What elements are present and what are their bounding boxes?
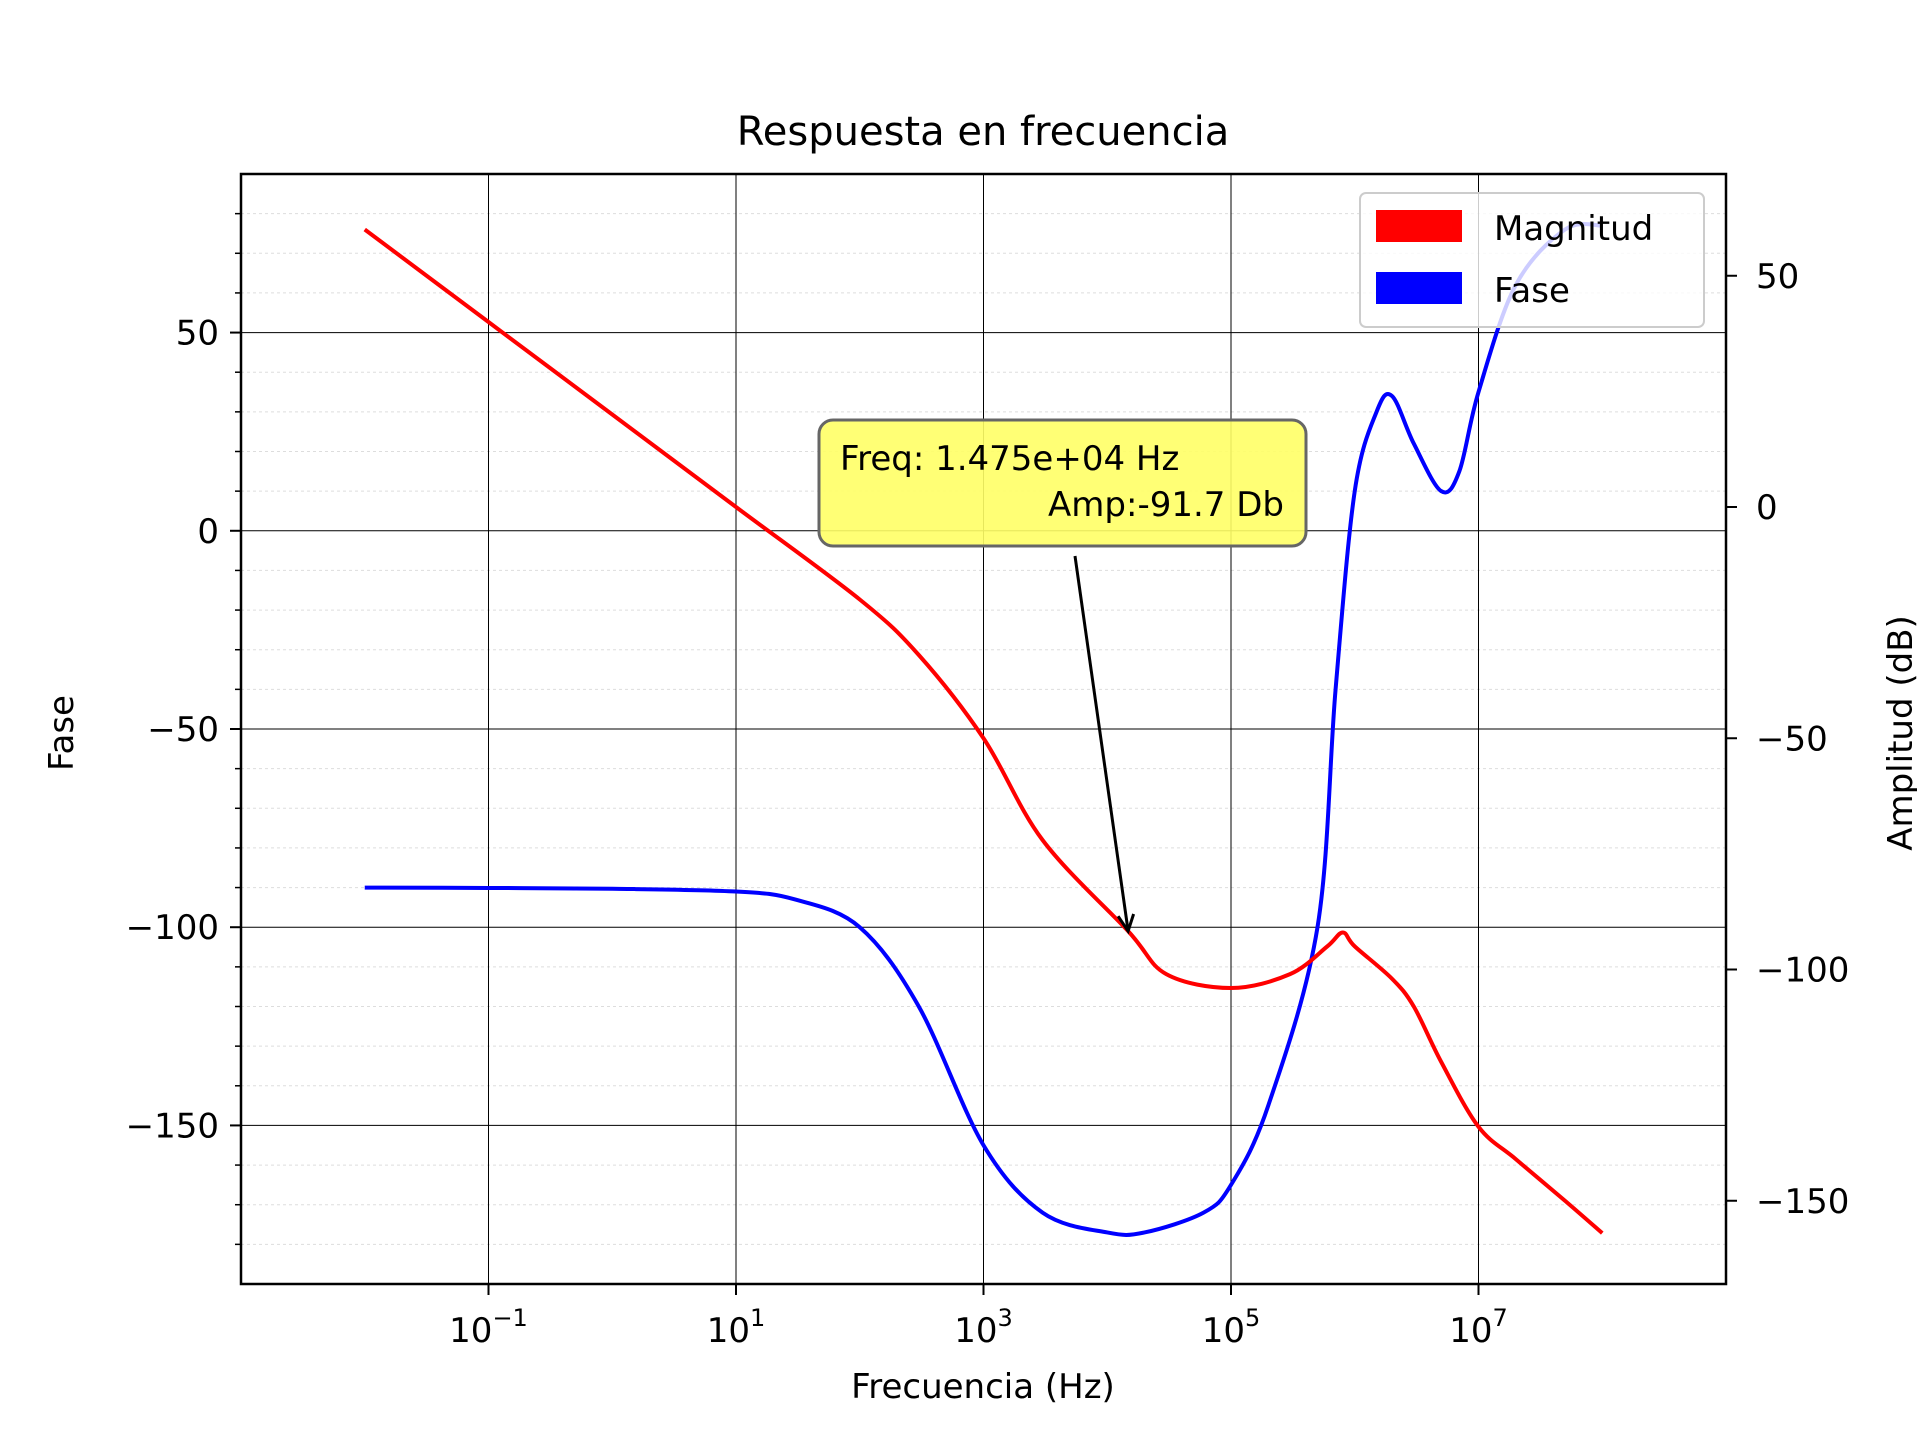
tick-label-y-right: −100 [1756, 951, 1849, 991]
legend-swatch-fase [1376, 272, 1462, 304]
tick-label-y-right: 0 [1756, 488, 1778, 528]
tick-label-y-left: −50 [147, 710, 219, 750]
tick-label-y-left: 50 [176, 314, 219, 354]
annotation-arrow-line [1073, 555, 1130, 932]
series-line-magnitud [363, 227, 1604, 1235]
legend: Magnitud Fase [1359, 192, 1705, 328]
right-y-axis-title: Amplitud (dB) [1881, 615, 1917, 851]
tick-label-y-right: 50 [1756, 257, 1799, 297]
annotation-arrow-head [1116, 913, 1136, 935]
legend-label-fase: Fase [1494, 271, 1570, 311]
tick-label-x: 10−1 [449, 1304, 528, 1351]
series-line-fase [364, 222, 1603, 1237]
tick-label-y-left: −100 [126, 908, 219, 948]
tick-label-y-left: −150 [126, 1106, 219, 1146]
tick-label-x: 107 [1449, 1304, 1508, 1351]
tick-label-y-right: −150 [1756, 1182, 1849, 1222]
left-y-axis-title: Fase [42, 695, 82, 771]
legend-swatch-magnitud [1376, 210, 1462, 242]
annotation: Freq: 1.475e+04 Hz Amp:-91.7 Db [817, 418, 1308, 935]
legend-label-magnitud: Magnitud [1494, 209, 1653, 249]
tick-label-x: 101 [707, 1304, 766, 1351]
series-layer [363, 222, 1604, 1237]
annotation-freq-text: Freq: 1.475e+04 Hz [840, 439, 1179, 479]
x-axis-title: Frecuencia (Hz) [851, 1367, 1115, 1407]
annotation-amp-text: Amp:-91.7 Db [1048, 485, 1284, 525]
tick-label-y-right: −50 [1756, 719, 1828, 759]
tick-label-y-left: 0 [197, 512, 219, 552]
annotation-box [817, 418, 1308, 548]
chart-title: Respuesta en frecuencia [737, 109, 1229, 155]
tick-label-x: 103 [954, 1304, 1013, 1351]
axis-ticks: 50 0 −50 −100 −150 50 0 −50 −100 −150 10−1 101 103 10… [126, 212, 1849, 1351]
tick-label-x: 105 [1202, 1304, 1261, 1351]
